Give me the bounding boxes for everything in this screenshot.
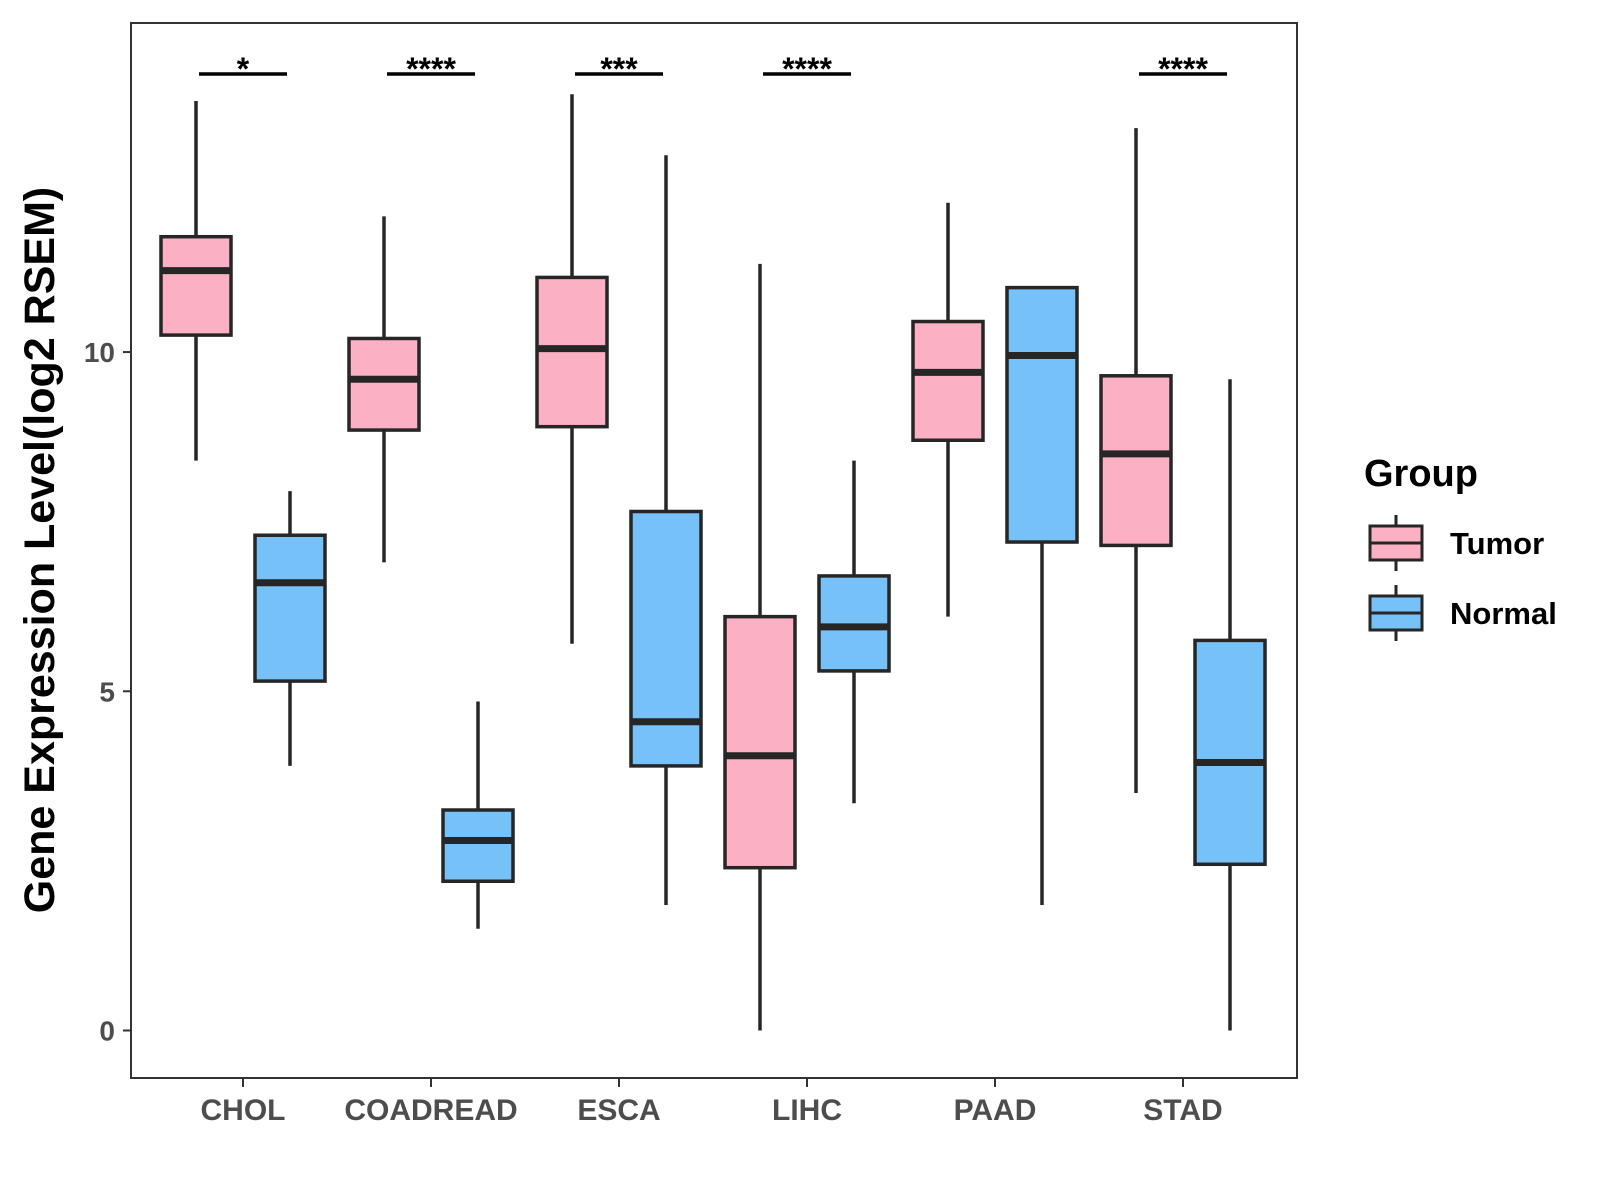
x-tick-label: LIHC <box>772 1094 842 1127</box>
box-normal-coadread <box>441 701 515 929</box>
box-normal-chol <box>253 491 327 766</box>
box-tumor-paad <box>911 202 985 617</box>
y-tick-label: 0 <box>99 1016 115 1047</box>
box-normal-paad <box>1005 285 1079 905</box>
box-body <box>1099 374 1173 548</box>
y-tick-label: 5 <box>99 676 115 707</box>
legend-label: Normal <box>1450 596 1557 631</box>
legend-label: Tumor <box>1450 526 1544 561</box>
box-tumor-lihc <box>723 263 797 1031</box>
box-body <box>1193 638 1267 867</box>
significance-label: **** <box>406 51 456 87</box>
box-body <box>253 533 327 683</box>
y-tick-label: 10 <box>84 337 115 368</box>
boxes-layer <box>159 94 1267 1031</box>
legend-item-normal: Normal <box>1368 585 1557 641</box>
x-tick-label: COADREAD <box>344 1094 517 1127</box>
y-axis: 0 5 10 <box>84 337 131 1047</box>
legend-title: Group <box>1364 453 1478 495</box>
box-tumor-coadread <box>347 216 421 563</box>
x-tick-label: PAAD <box>954 1094 1037 1127</box>
x-tick-label: CHOL <box>201 1094 286 1127</box>
box-body <box>441 808 515 883</box>
box-body <box>159 234 233 337</box>
significance-label: *** <box>600 51 638 87</box>
box-body <box>723 614 797 870</box>
significance-label: **** <box>782 51 832 87</box>
box-normal-lihc <box>817 460 891 804</box>
box-tumor-stad <box>1099 128 1173 794</box>
significance-label: **** <box>1158 51 1208 87</box>
box-normal-esca <box>629 155 703 905</box>
x-axis: CHOL COADREAD ESCA LIHC PAAD STAD <box>201 1078 1223 1127</box>
box-tumor-chol <box>159 101 233 461</box>
significance-label: * <box>237 51 250 87</box>
box-body <box>347 336 421 432</box>
box-normal-stad <box>1193 379 1267 1031</box>
x-tick-label: ESCA <box>577 1094 660 1127</box>
legend-items: Tumor Normal <box>1368 515 1557 641</box>
box-body <box>1005 285 1079 544</box>
legend-item-tumor: Tumor <box>1368 515 1544 571</box>
legend: Group Tumor Normal <box>1364 453 1557 641</box>
x-tick-label: STAD <box>1143 1094 1222 1127</box>
significance-layer: * **** *** **** **** <box>199 51 1227 87</box>
box-body <box>629 509 703 768</box>
y-axis-title: Gene Expression Level(log2 RSEM) <box>16 187 64 913</box>
box-body <box>911 319 985 443</box>
box-tumor-esca <box>535 94 609 644</box>
